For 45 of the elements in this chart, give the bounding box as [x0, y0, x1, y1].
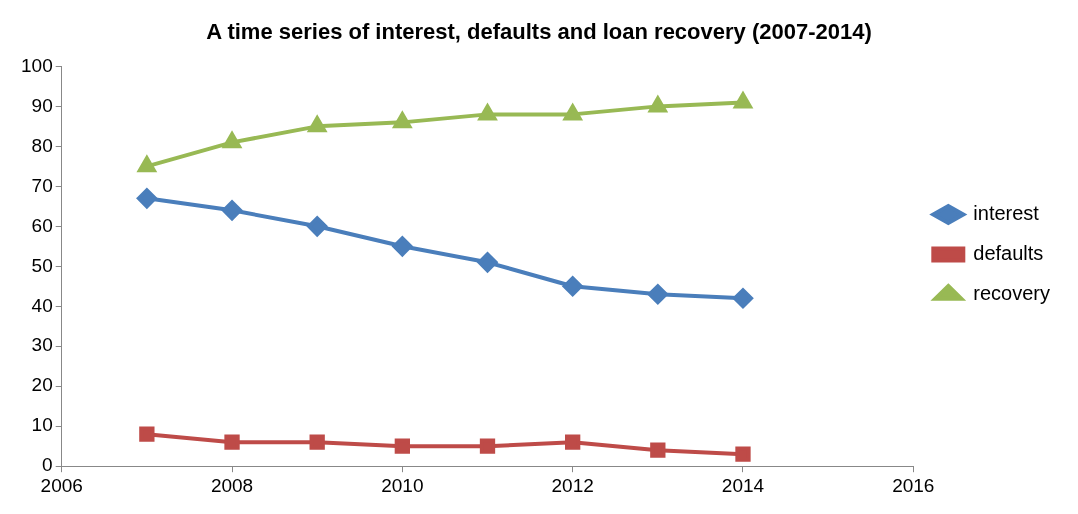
point [735, 446, 751, 462]
point [137, 156, 156, 173]
point [308, 116, 327, 133]
y-tick-label: 0 [42, 454, 53, 476]
point [392, 236, 413, 257]
point [224, 434, 240, 450]
y-tick-label: 70 [31, 174, 53, 196]
point [309, 434, 325, 450]
point [734, 92, 752, 109]
point [562, 276, 583, 297]
point [565, 434, 581, 450]
point [648, 96, 667, 113]
y-tick-label: 90 [31, 94, 53, 116]
y-tick-label: 10 [31, 414, 53, 436]
y-tick-label: 100 [21, 54, 53, 76]
point [136, 188, 157, 209]
point [223, 132, 241, 149]
point [563, 104, 582, 121]
x-tick-label: 2016 [892, 474, 935, 496]
point [307, 216, 328, 237]
point [394, 438, 410, 454]
legend-label: defaults [973, 242, 1044, 265]
legend-label: interest [973, 202, 1040, 225]
x-tick-label: 2012 [551, 474, 594, 496]
point [222, 200, 243, 221]
y-tick-label: 30 [31, 334, 53, 356]
x-tick-label: 2010 [381, 474, 424, 496]
point [477, 252, 498, 273]
y-tick-label: 20 [31, 374, 53, 396]
x-tick-label: 2014 [721, 474, 765, 496]
point [139, 426, 155, 442]
point [732, 288, 753, 309]
x-tick-label: 2008 [210, 474, 254, 496]
y-tick-label: 60 [31, 214, 53, 236]
y-tick-label: 40 [31, 294, 53, 316]
point [479, 438, 496, 454]
point [647, 284, 668, 305]
point [393, 112, 412, 129]
y-tick-label: 80 [31, 134, 53, 156]
x-tick-label: 2006 [40, 474, 83, 496]
legend-label: recovery [973, 282, 1051, 305]
chart-title: A time series of interest, defaults and loan recovery (2007-2014) [206, 19, 872, 45]
point [478, 104, 497, 121]
y-tick-label: 50 [31, 254, 53, 276]
point [650, 442, 666, 458]
